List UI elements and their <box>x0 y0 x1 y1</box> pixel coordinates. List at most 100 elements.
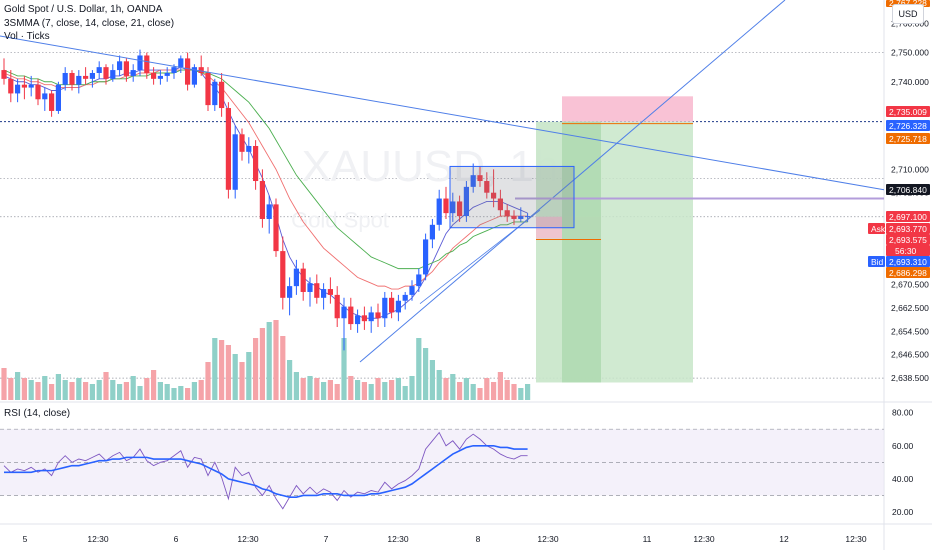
candle-body <box>232 134 238 190</box>
candle-body <box>525 216 531 218</box>
candle-body <box>246 145 252 152</box>
volume-bar <box>280 336 286 400</box>
sma-line-21 <box>3 69 528 270</box>
volume-bar <box>15 372 21 400</box>
candle-body <box>293 268 299 287</box>
price-tick-label: 2,710.000 <box>891 164 929 174</box>
candle-body <box>457 201 463 217</box>
volume-bar <box>334 384 340 400</box>
volume-bar <box>382 382 388 400</box>
volume-bars <box>1 320 531 400</box>
price-tag-label: 2,726.328 <box>889 121 927 131</box>
candle-body <box>96 67 102 73</box>
time-tick-label: 11 <box>643 534 652 544</box>
volume-bar <box>164 384 170 400</box>
candle-body <box>436 198 442 225</box>
candle-body <box>42 93 48 100</box>
ascending-trendline <box>359 0 786 363</box>
volume-bar <box>525 384 531 400</box>
price-tag <box>886 133 930 144</box>
candle-body <box>49 93 55 111</box>
time-tick-label: 12:30 <box>87 534 109 544</box>
candle-body <box>463 186 469 217</box>
volume-bar <box>361 382 367 400</box>
volume-bar <box>463 378 469 400</box>
candle-body <box>341 306 347 319</box>
time-tick-label: 6 <box>174 534 179 544</box>
candle-body <box>205 72 211 106</box>
candle-body <box>470 175 476 187</box>
watermark-name: Gold Spot <box>291 208 389 233</box>
symbol-title[interactable]: Gold Spot / U.S. Dollar, 1h, OANDA <box>4 4 163 15</box>
time-tick-label: 12:30 <box>845 534 867 544</box>
candle-body <box>334 294 340 319</box>
volume-bar <box>395 378 401 400</box>
candle-body <box>219 81 225 109</box>
candle-body <box>157 75 163 79</box>
candle-body <box>355 315 361 325</box>
candle-body <box>89 72 95 79</box>
price-tick-label: 2,670.500 <box>891 280 929 290</box>
volume-bar <box>171 388 177 400</box>
rsi-legend[interactable]: RSI (14, close) <box>4 408 71 419</box>
price-tag-label: 2,725.718 <box>889 134 927 144</box>
candle-body <box>518 216 524 219</box>
volume-bar <box>273 320 279 400</box>
drawings[interactable] <box>0 0 885 363</box>
candle-body <box>198 67 204 73</box>
time-tick-label: 12 <box>779 534 789 544</box>
volume-bar <box>185 388 191 400</box>
candle-body <box>511 216 517 219</box>
price-tag <box>886 211 930 222</box>
volume-bar <box>321 382 327 400</box>
time-axis[interactable]: 5 12:30 6 12:30 7 12:30 8 12:30 11 12:30 12 12:30 <box>23 534 867 544</box>
volume-bar <box>76 378 82 400</box>
volume-bar <box>266 322 272 400</box>
currency-button[interactable]: USD <box>892 4 924 24</box>
candle-body <box>484 181 490 193</box>
volume-bar <box>477 388 483 400</box>
candle-body <box>368 312 374 322</box>
candle-body <box>409 286 415 295</box>
volume-bar <box>1 368 7 400</box>
candle-body <box>55 84 61 111</box>
volume-bar <box>151 370 157 400</box>
volume-bar <box>110 380 116 400</box>
volume-bar <box>423 348 429 400</box>
candle-body <box>185 58 191 85</box>
price-axis[interactable]: 2,760.0002,750.0002,740.0002,720.0002,71… <box>868 0 930 517</box>
rsi-ma-line <box>4 444 528 498</box>
candle-body <box>321 289 327 298</box>
range-rectangle <box>449 165 575 229</box>
position-zones[interactable] <box>536 96 693 383</box>
volume-bar <box>83 382 89 400</box>
candle-body <box>497 198 503 211</box>
candle-body <box>117 61 123 71</box>
rsi-tick-label: 80.00 <box>892 408 914 418</box>
indicator-mma-label[interactable]: 3SMMA (7, close, 14, close, 21, close) <box>4 17 175 29</box>
volume-bar <box>42 376 48 400</box>
rsi-tick-label: 40.00 <box>892 474 914 484</box>
candle-body <box>15 84 21 94</box>
price-tick-label: 2,638.500 <box>891 373 929 383</box>
candle-body <box>103 67 109 79</box>
price-tag-label: 2,706.840 <box>889 185 927 195</box>
price-tag <box>886 223 930 234</box>
price-tag-label: 2,693.310 <box>889 257 927 267</box>
candle-body <box>314 283 320 298</box>
candle-body <box>212 81 218 106</box>
volume-bar <box>49 384 55 400</box>
volume-bar <box>375 378 381 400</box>
volume-bar <box>355 380 361 400</box>
candle-body <box>164 72 170 76</box>
price-tick-label: 2,662.500 <box>891 303 929 313</box>
candle-body <box>123 61 129 76</box>
time-tick-label: 12:30 <box>237 534 259 544</box>
indicator-vol-label[interactable]: Vol · Ticks <box>4 31 50 42</box>
ask-badge <box>868 223 885 234</box>
volume-bar <box>89 384 95 400</box>
volume-bar <box>504 380 510 400</box>
volume-bar <box>137 386 143 400</box>
price-tag <box>886 106 930 117</box>
